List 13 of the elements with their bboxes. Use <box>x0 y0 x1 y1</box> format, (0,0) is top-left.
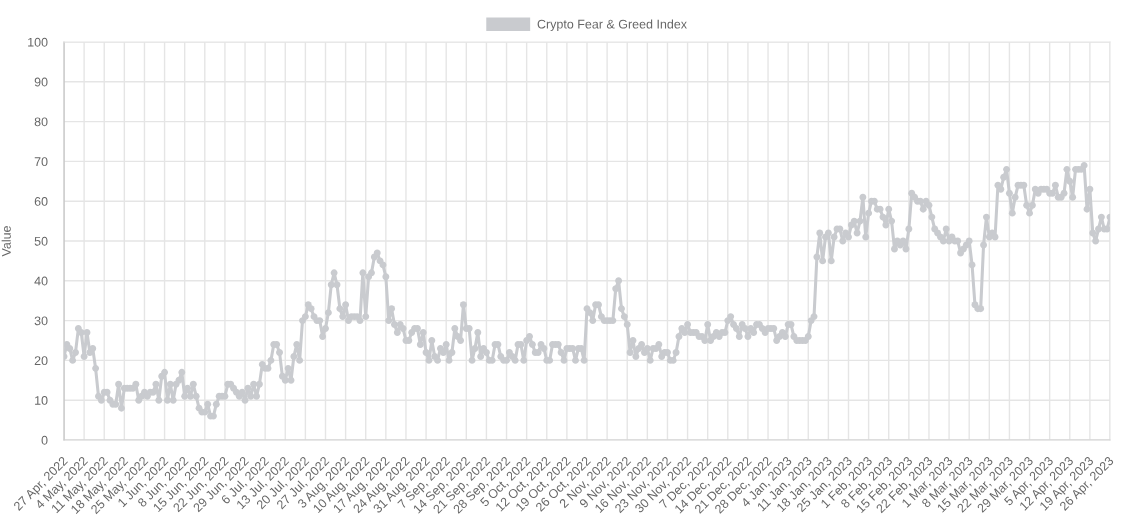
y-tick-label: 80 <box>34 117 48 127</box>
y-tick-label: 100 <box>28 37 48 47</box>
y-tick-label: 70 <box>34 157 48 167</box>
y-tick-label: 90 <box>34 77 48 87</box>
y-tick-label: 60 <box>34 197 48 206</box>
y-tick-label: 10 <box>35 396 48 405</box>
y-tick-label: 20 <box>34 356 48 366</box>
y-tick-label: 40 <box>34 276 48 286</box>
legend-label: Crypto Fear & Greed Index <box>537 19 687 32</box>
y-tick-label: 0 <box>41 435 48 445</box>
y-tick-label: 30 <box>34 316 48 326</box>
y-tick-label: 50 <box>34 236 48 246</box>
y-axis-title: Value <box>1 226 11 257</box>
